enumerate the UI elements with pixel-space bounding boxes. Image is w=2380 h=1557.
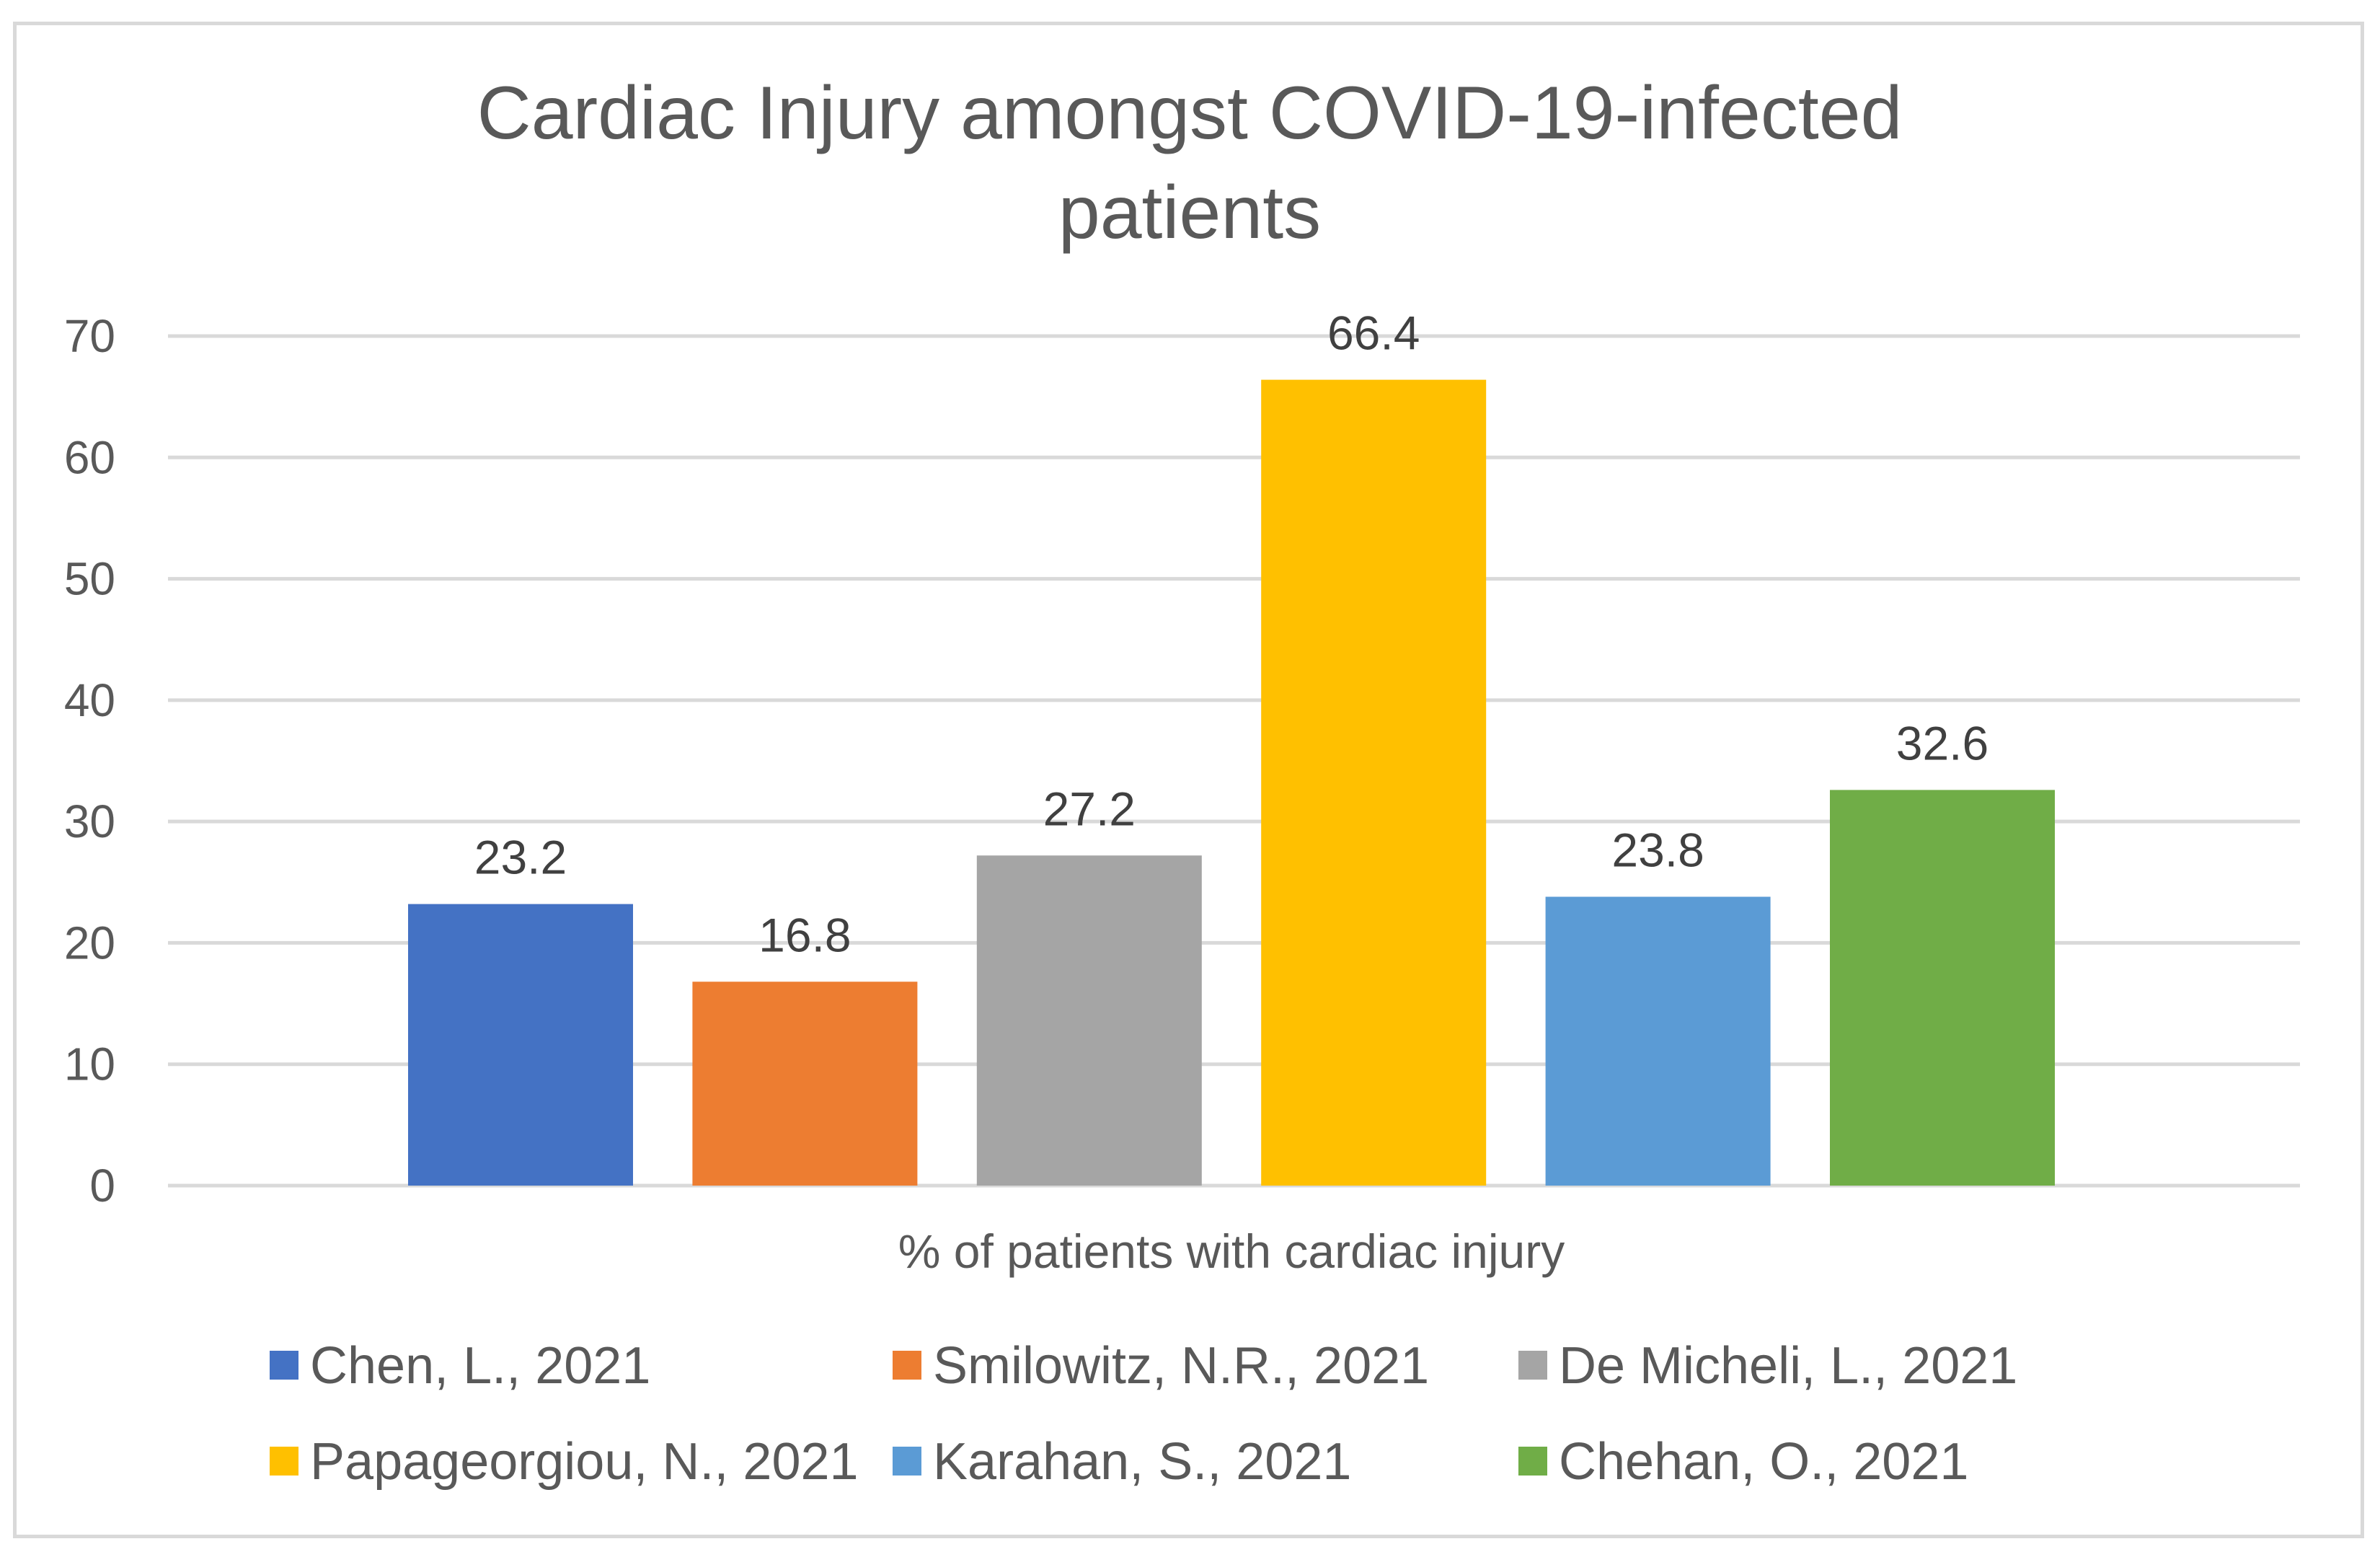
y-axis-ticks: 0 10 20 30 40 50 60 70 bbox=[64, 310, 115, 1212]
data-label-1: 23.2 bbox=[474, 831, 567, 884]
chart-frame bbox=[13, 22, 2364, 1538]
legend-item-1: Chen, L., 2021 bbox=[270, 1337, 650, 1395]
y-tick-label: 20 bbox=[64, 917, 115, 969]
chart-title: Cardiac Injury amongst COVID-19-infected… bbox=[477, 71, 1903, 255]
legend-swatch bbox=[270, 1351, 298, 1380]
legend-swatch bbox=[270, 1447, 298, 1476]
y-tick-label: 10 bbox=[64, 1038, 115, 1090]
bar-4 bbox=[1261, 379, 1487, 1186]
chart-title-line-2: patients bbox=[1058, 171, 1321, 255]
legend-label: Smilowitz, N.R., 2021 bbox=[933, 1337, 1429, 1395]
legend-label: Karahan, S., 2021 bbox=[933, 1433, 1351, 1491]
y-tick-label: 50 bbox=[64, 553, 115, 605]
legend-item-5: Karahan, S., 2021 bbox=[893, 1433, 1351, 1491]
legend-label: Chen, L., 2021 bbox=[310, 1337, 650, 1395]
legend-swatch bbox=[893, 1447, 921, 1476]
bar-6 bbox=[1830, 790, 2055, 1186]
legend-label: De Micheli, L., 2021 bbox=[1559, 1337, 2017, 1395]
legend-item-6: Chehan, O., 2021 bbox=[1518, 1433, 1968, 1491]
data-label-4: 66.4 bbox=[1327, 306, 1420, 360]
bar-3 bbox=[976, 855, 1202, 1186]
data-label-3: 27.2 bbox=[1043, 782, 1136, 835]
y-tick-label: 70 bbox=[64, 310, 115, 362]
legend-item-2: Smilowitz, N.R., 2021 bbox=[893, 1337, 1429, 1395]
x-axis-title: % of patients with cardiac injury bbox=[898, 1225, 1565, 1278]
bars bbox=[408, 379, 2055, 1186]
legend-label: Chehan, O., 2021 bbox=[1559, 1433, 1968, 1491]
legend-swatch bbox=[893, 1351, 921, 1380]
data-label-2: 16.8 bbox=[758, 908, 851, 961]
legend-item-3: De Micheli, L., 2021 bbox=[1518, 1337, 2017, 1395]
bar-5 bbox=[1545, 896, 1771, 1186]
bar-1 bbox=[408, 904, 633, 1186]
legend-item-4: Papageorgiou, N., 2021 bbox=[270, 1433, 859, 1491]
data-label-5: 23.8 bbox=[1611, 823, 1704, 876]
bar-2 bbox=[692, 982, 918, 1186]
y-tick-label: 60 bbox=[64, 431, 115, 483]
y-tick-label: 30 bbox=[64, 795, 115, 847]
chart-title-line-1: Cardiac Injury amongst COVID-19-infected bbox=[477, 71, 1903, 155]
y-tick-label: 40 bbox=[64, 674, 115, 726]
legend-label: Papageorgiou, N., 2021 bbox=[310, 1433, 859, 1491]
data-label-6: 32.6 bbox=[1896, 716, 1989, 769]
data-labels: 23.2 16.8 27.2 66.4 23.8 32.6 bbox=[474, 306, 1989, 962]
y-tick-label: 0 bbox=[89, 1160, 115, 1212]
legend-swatch bbox=[1518, 1447, 1547, 1476]
legend: Chen, L., 2021 Smilowitz, N.R., 2021 De Mi… bbox=[270, 1337, 2017, 1491]
legend-swatch bbox=[1518, 1351, 1547, 1380]
